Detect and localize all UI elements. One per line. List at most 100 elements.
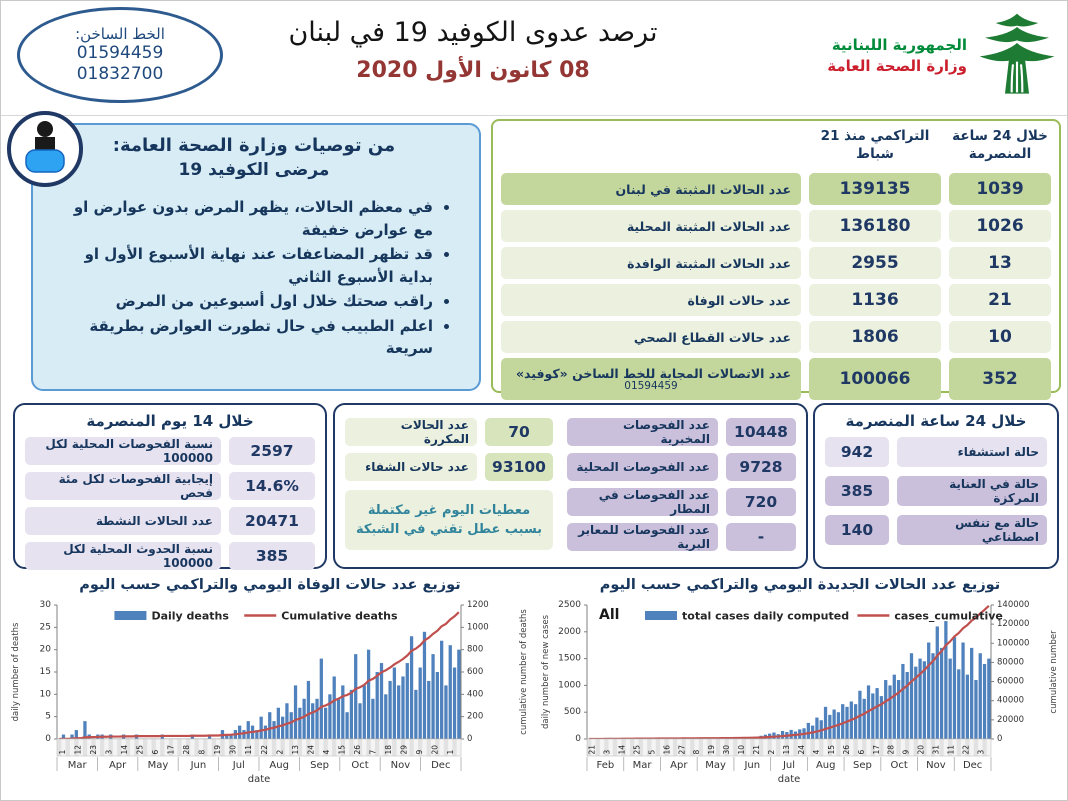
- svg-text:24: 24: [797, 745, 806, 755]
- svg-text:40000: 40000: [997, 696, 1024, 706]
- stat-row-label: عدد حالات القطاع الصحي: [501, 321, 801, 353]
- stat-label: عدد الفحوصات للمعابر البرية: [567, 523, 718, 551]
- svg-text:25: 25: [136, 745, 145, 755]
- stat-label: عدد الفحوصات في المطار: [567, 488, 718, 516]
- svg-text:120000: 120000: [997, 619, 1029, 629]
- svg-text:0: 0: [997, 734, 1002, 744]
- stat-label: نسبة الفحوصات المحلية لكل 100000: [25, 437, 221, 465]
- header-divider: [1, 115, 1067, 116]
- svg-text:Mar: Mar: [633, 760, 653, 771]
- svg-text:Sep: Sep: [853, 760, 872, 771]
- svg-text:140000: 140000: [997, 600, 1029, 610]
- legend: Daily deaths Cumulative deaths: [114, 610, 398, 623]
- svg-text:30: 30: [229, 745, 238, 755]
- x-axis-band: [586, 738, 992, 757]
- svg-text:1000: 1000: [558, 680, 581, 690]
- recommendation-item: راقب صحتك خلال اول أسبوعين من المرض: [53, 290, 433, 313]
- box-tests-left-group: عدد الحالات المكررة 70 عدد حالات الشفاء 931…: [345, 418, 553, 558]
- svg-text:0: 0: [45, 734, 51, 744]
- cumulative-value: 136180: [809, 210, 941, 242]
- box-24h-rows: 942 حالة استشفاء 385 حالة في العناية المركز…: [825, 437, 1047, 545]
- svg-text:30: 30: [722, 745, 731, 755]
- svg-text:14: 14: [617, 745, 626, 755]
- svg-text:cumulative number of deaths: cumulative number of deaths: [519, 609, 529, 735]
- svg-text:3: 3: [977, 750, 986, 755]
- box-14-days-title: خلال 14 يوم المنصرمة: [86, 412, 254, 430]
- stats-table-grid: التراكمي منذ 21 شباط خلال 24 ساعة المنصر…: [501, 125, 1051, 400]
- cumulative-value: 139135: [809, 173, 941, 205]
- svg-text:daily number of deaths: daily number of deaths: [11, 622, 21, 721]
- svg-text:10: 10: [737, 745, 746, 755]
- ministry-logo: الجمهورية اللبنانية وزارة الصحة العامة: [827, 11, 1057, 99]
- svg-text:Jun: Jun: [190, 760, 207, 771]
- c1-svg: 0 500 1000 1500 2000 2500 0 20000 40000 60000 8000…: [541, 600, 1059, 785]
- svg-text:13: 13: [782, 745, 791, 755]
- svg-text:Jun: Jun: [743, 760, 760, 771]
- svg-text:60000: 60000: [997, 677, 1024, 687]
- stat-value: 93100: [485, 453, 553, 481]
- svg-text:21: 21: [588, 745, 597, 755]
- stat-label: عدد حالات الشفاء: [345, 453, 477, 481]
- recommendation-item: في معظم الحالات، يظهر المرض بدون عوارض ا…: [53, 196, 433, 241]
- svg-text:15: 15: [827, 745, 836, 755]
- stat-row: عدد الفحوصات في المطار 720: [567, 488, 796, 516]
- svg-text:29: 29: [400, 745, 409, 755]
- x-axis-band: [56, 738, 462, 757]
- last24h-value: 1039: [949, 173, 1051, 205]
- stat-row: 140 حالة مع تنفس اصطناعي: [825, 515, 1047, 545]
- svg-text:26: 26: [353, 745, 362, 755]
- stat-row-label-sub: 01594459: [624, 380, 678, 393]
- svg-text:13: 13: [291, 745, 300, 755]
- svg-text:30: 30: [40, 600, 52, 610]
- svg-text:2: 2: [767, 750, 776, 755]
- stat-row: عدد الحالات المكررة 70: [345, 418, 553, 446]
- stat-value: 70: [485, 418, 553, 446]
- stat-row: عدد الفحوصات المخبرية 10448: [567, 418, 796, 446]
- svg-text:19: 19: [707, 745, 716, 755]
- svg-text:5: 5: [45, 712, 51, 722]
- svg-text:4: 4: [322, 750, 331, 755]
- cumulative-line: [59, 611, 460, 741]
- hotline-label: الخط الساخن:: [75, 24, 165, 43]
- svg-text:28: 28: [887, 745, 896, 755]
- stat-value: 942: [825, 437, 889, 467]
- svg-text:Oct: Oct: [891, 760, 908, 771]
- svg-text:80000: 80000: [997, 657, 1024, 667]
- stat-label: حالة مع تنفس اصطناعي: [897, 515, 1047, 545]
- stat-value: -: [726, 523, 796, 551]
- svg-text:All: All: [599, 607, 619, 623]
- stat-row-label: عدد حالات الوفاة: [501, 284, 801, 316]
- cumulative-value: 1136: [809, 284, 941, 316]
- svg-text:cases_cumulative: cases_cumulative: [894, 610, 1003, 623]
- svg-text:cumulative number: cumulative number: [1049, 630, 1059, 714]
- stat-row: 942 حالة استشفاء: [825, 437, 1047, 467]
- patient-icon: [7, 111, 83, 187]
- stat-label: حالة استشفاء: [897, 437, 1047, 467]
- svg-text:1: 1: [58, 750, 67, 755]
- stat-label: عدد الفحوصات المحلية: [567, 453, 718, 481]
- stat-value: 140: [825, 515, 889, 545]
- svg-text:0: 0: [575, 734, 581, 744]
- svg-text:5: 5: [647, 750, 656, 755]
- svg-text:Daily deaths: Daily deaths: [151, 610, 229, 623]
- legend: total cases daily computed cases_cumulati…: [645, 610, 1003, 623]
- last24h-value: 10: [949, 321, 1051, 353]
- hotline-badge: الخط الساخن: 01594459 01832700: [17, 7, 223, 103]
- svg-text:400: 400: [467, 689, 483, 699]
- svg-text:21: 21: [752, 745, 761, 755]
- svg-text:4: 4: [812, 750, 821, 755]
- svg-text:Mar: Mar: [68, 760, 88, 771]
- stat-row: عدد الفحوصات المحلية 9728: [567, 453, 796, 481]
- ministry-text: الجمهورية اللبنانية وزارة الصحة العامة: [827, 36, 967, 75]
- svg-text:22: 22: [962, 745, 971, 755]
- box-tests-columns: عدد الحالات المكررة 70 عدد حالات الشفاء 931…: [345, 410, 796, 558]
- svg-text:1200: 1200: [467, 600, 489, 610]
- svg-text:16: 16: [662, 745, 671, 755]
- svg-text:9: 9: [415, 750, 424, 755]
- svg-text:0: 0: [467, 734, 472, 744]
- stat-value: 20471: [229, 507, 315, 535]
- svg-text:total cases daily computed: total cases daily computed: [682, 610, 849, 623]
- stat-row: 385 حالة في العناية المركزة: [825, 476, 1047, 506]
- box-14-days-rows: نسبة الفحوصات المحلية لكل 100000 2597 إيجا…: [25, 437, 315, 570]
- bars-group: [61, 631, 461, 739]
